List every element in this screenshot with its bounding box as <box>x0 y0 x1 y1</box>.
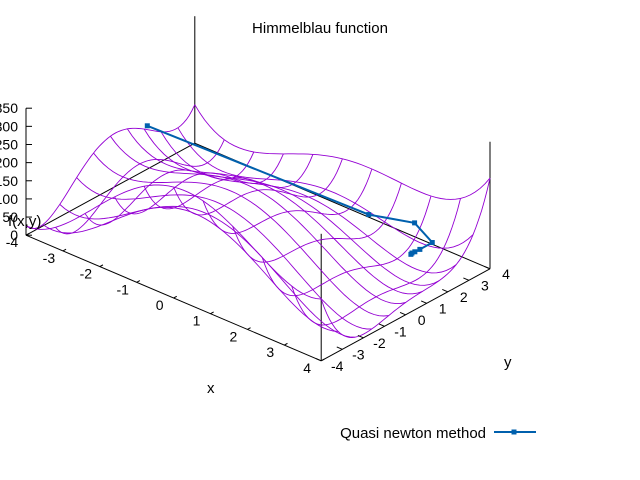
x-axis-label: x <box>207 380 215 397</box>
z-tick-label: 250 <box>0 136 18 152</box>
y-tick-mark <box>399 311 406 316</box>
z-tick-label: 350 <box>0 100 18 116</box>
series-point <box>429 240 435 246</box>
y-axis-label: y <box>504 354 512 371</box>
x-tick-mark <box>25 233 30 236</box>
x-tick-mark <box>62 248 67 252</box>
x-tick-label: 3 <box>266 344 274 360</box>
series-point <box>412 220 418 226</box>
y-tick-mark <box>378 323 385 327</box>
x-tick-mark <box>136 280 141 283</box>
y-tick-label: -1 <box>394 323 407 339</box>
y-tick-mark <box>336 346 343 350</box>
z-tick-label: 0 <box>10 227 18 243</box>
x-tick-mark <box>320 358 325 362</box>
x-tick-label: 1 <box>193 313 201 329</box>
chart-title: Himmelblau function <box>252 20 388 37</box>
axis-frame <box>25 16 491 362</box>
surface-line-y <box>194 104 491 200</box>
y-tick-label: 0 <box>418 312 426 328</box>
series-point <box>412 249 418 255</box>
legend-label: Quasi newton method <box>340 425 486 442</box>
y-tick-label: -4 <box>331 358 344 374</box>
y-tick-label: -2 <box>373 335 386 351</box>
z-tick-label: 100 <box>0 191 18 207</box>
legend: Quasi newton method <box>340 425 536 442</box>
tick-labels: 050100150200250300350-4-3-2-101234-4-3-2… <box>0 100 510 376</box>
back-left-edge <box>25 142 196 236</box>
y-tick-label: 4 <box>502 266 510 282</box>
surface-line-y <box>42 206 339 332</box>
series-point <box>144 123 150 129</box>
surface-line-y <box>59 204 356 338</box>
x-tick-mark <box>99 264 104 268</box>
x-tick-label: 0 <box>156 297 164 313</box>
surface-line-y <box>93 152 389 317</box>
z-tick-label: 300 <box>0 118 18 134</box>
x-tick-label: -1 <box>116 281 129 297</box>
y-tick-mark <box>420 300 427 304</box>
z-tick-label: 150 <box>0 173 18 189</box>
y-tick-label: 2 <box>460 289 468 305</box>
x-tick-label: -4 <box>6 234 19 250</box>
x-tick-label: -2 <box>80 266 93 282</box>
x-tick-mark <box>210 311 214 315</box>
y-tick-mark <box>463 277 470 281</box>
z-tick-label: 50 <box>2 209 18 225</box>
x-tick-label: 4 <box>303 360 311 376</box>
x-tick-mark <box>284 342 288 346</box>
series-point <box>366 212 372 218</box>
y-tick-label: -3 <box>352 346 365 362</box>
y-tick-mark <box>315 357 322 362</box>
x-tick-mark <box>173 295 178 299</box>
surface-line-x <box>25 104 196 229</box>
z-tick-label: 200 <box>0 155 18 171</box>
y-tick-label: 3 <box>481 277 489 293</box>
surface-line-y <box>126 128 423 295</box>
surface-line-y <box>160 131 457 274</box>
x-tick-label: -3 <box>43 250 56 266</box>
y-tick-label: 1 <box>439 300 447 316</box>
y-tick-mark <box>442 288 448 293</box>
series-layer <box>144 123 435 257</box>
x-tick-label: 2 <box>230 328 238 344</box>
surface-line-y <box>110 135 406 305</box>
surface-line-y <box>76 177 372 330</box>
surface-line-x <box>84 151 255 226</box>
x-tick-mark <box>247 327 251 330</box>
y-tick-mark <box>357 334 364 339</box>
surface-line-y <box>143 128 440 286</box>
legend-marker <box>511 429 517 435</box>
series-point <box>408 251 414 257</box>
surface-mesh <box>25 104 491 338</box>
series-point <box>417 246 423 252</box>
surface-line-y <box>25 184 322 300</box>
surface-line-y <box>177 127 474 249</box>
y-tick-mark <box>484 265 491 270</box>
z-axis-label: f(x,y) <box>8 213 41 230</box>
